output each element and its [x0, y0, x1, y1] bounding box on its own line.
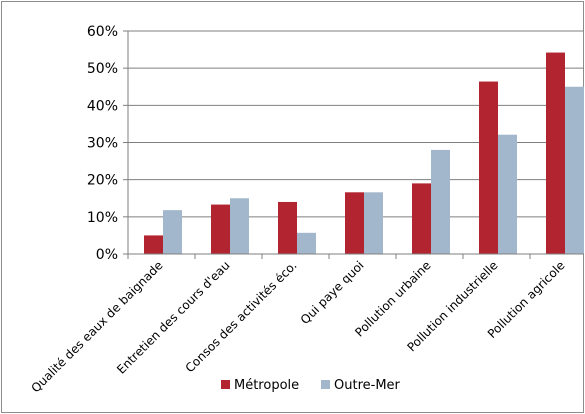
y-axis-ticks: 0% 10% 20% 30% 40% 50% 60% — [87, 24, 128, 263]
category-label: Qui paye quoi — [298, 258, 367, 327]
bar-outre-mer — [364, 192, 383, 254]
category-label: Qualité des eaux de baignade — [28, 258, 165, 395]
bar-outre-mer — [431, 149, 450, 254]
bars — [144, 52, 584, 255]
legend-label-metropole: Métropole — [234, 378, 299, 393]
category-label: Consos des activités éco. — [183, 258, 300, 375]
y-tick-label: 60% — [87, 24, 118, 40]
legend-label-outre-mer: Outre-Mer — [334, 378, 401, 393]
y-tick-label: 20% — [87, 173, 118, 189]
bar-metropole — [412, 183, 431, 254]
y-tick-label: 30% — [87, 136, 118, 152]
y-tick-label: 40% — [87, 98, 118, 114]
bar-metropole — [546, 52, 565, 254]
bar-outre-mer — [565, 86, 584, 254]
legend-swatch-outre-mer — [321, 380, 330, 389]
bar-metropole — [211, 204, 230, 254]
bar-outre-mer — [230, 198, 249, 254]
bar-metropole — [144, 235, 163, 254]
bar-outre-mer — [297, 232, 316, 254]
y-tick-label: 0% — [96, 247, 118, 263]
y-tick-label: 10% — [87, 210, 118, 226]
bar-outre-mer — [498, 134, 517, 254]
category-label: Entretien des cours d'eau — [114, 258, 233, 377]
bar-metropole — [278, 201, 297, 254]
legend: Métropole Outre-Mer — [221, 378, 401, 393]
axes — [127, 31, 584, 259]
legend-swatch-metropole — [221, 380, 230, 389]
bar-outre-mer — [163, 210, 182, 254]
bar-metropole — [345, 192, 364, 254]
bar-metropole — [479, 81, 498, 255]
y-tick-label: 50% — [87, 61, 118, 77]
